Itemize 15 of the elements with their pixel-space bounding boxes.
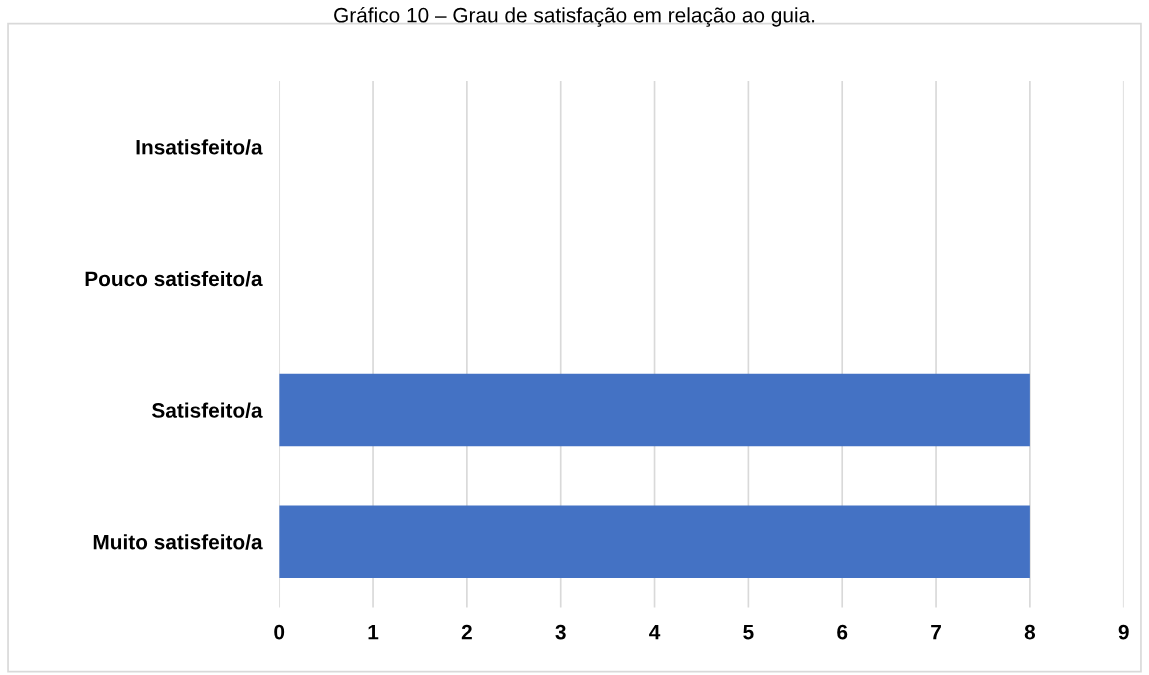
x-tick-label: 6 xyxy=(837,624,848,640)
x-tick-label: 5 xyxy=(743,624,754,640)
x-tick-label: 9 xyxy=(1118,624,1129,640)
y-tick-label: Muito satisfeito/a xyxy=(93,534,263,550)
x-tick-label: 8 xyxy=(1024,624,1036,640)
y-tick-label: Satisfeito/a xyxy=(152,402,263,419)
chart-title: Gráfico 10 – Grau de satisfação em relação ao guia. xyxy=(334,7,815,27)
x-tick-label: 4 xyxy=(649,624,661,640)
y-tick-label: Insatisfeito/a xyxy=(136,139,263,155)
x-tick-label: 7 xyxy=(931,624,941,640)
x-tick-label: 0 xyxy=(274,624,285,640)
x-tick-label: 1 xyxy=(368,624,379,640)
y-tick-label: Pouco satisfeito/a xyxy=(85,270,263,287)
x-tick-label: 3 xyxy=(555,624,566,640)
x-tick-label: 2 xyxy=(461,624,472,640)
